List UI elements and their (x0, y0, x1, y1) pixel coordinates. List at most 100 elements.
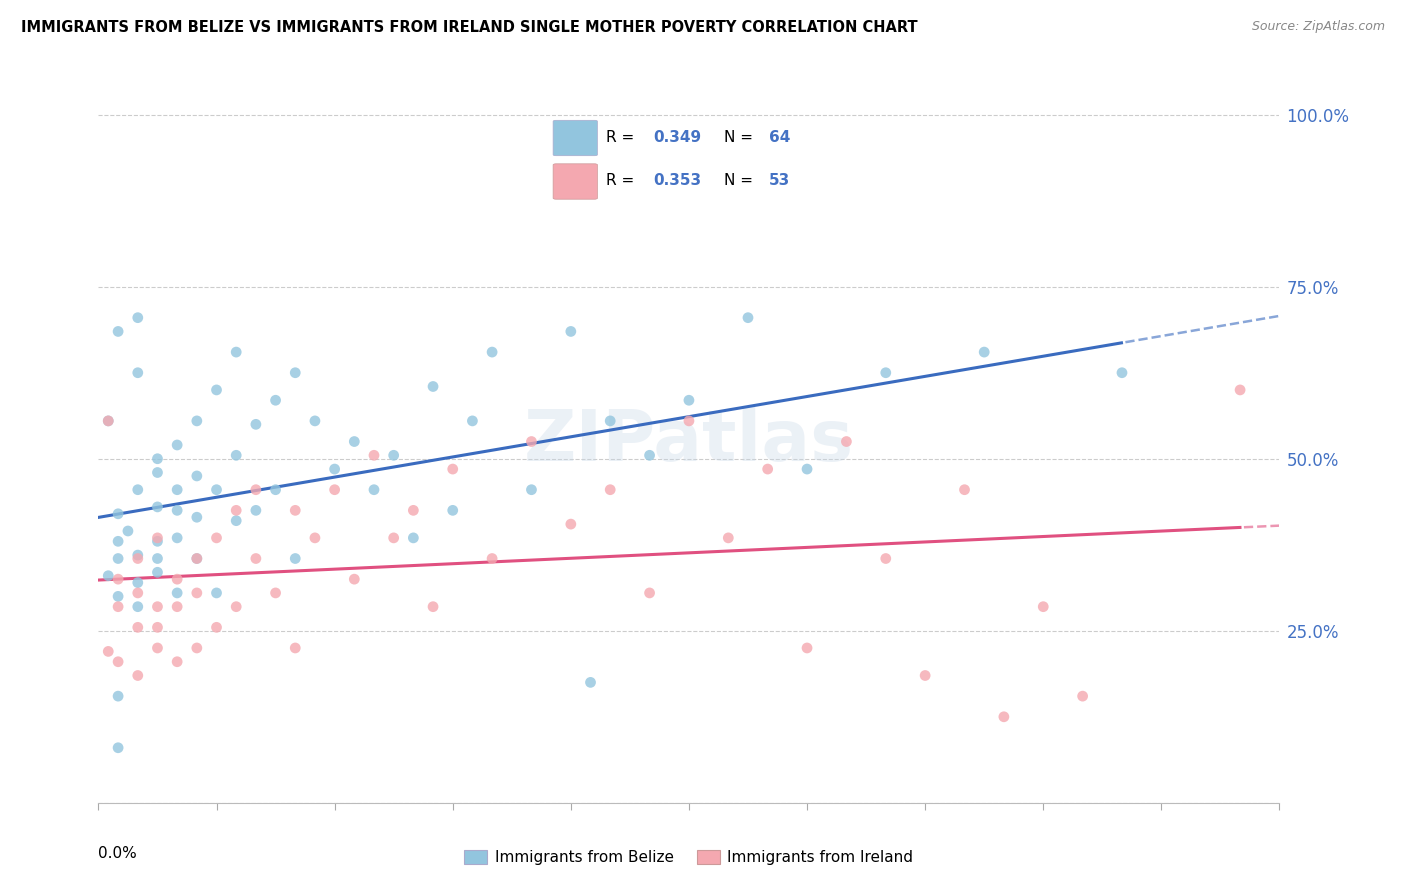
Point (127, 599, 149, 614)
Point (186, 586, 208, 600)
Point (481, 551, 503, 566)
Point (146, 451, 169, 466)
Point (117, 524, 139, 538)
Point (422, 379, 444, 393)
Point (756, 462, 779, 476)
Point (560, 325, 582, 339)
Point (127, 483, 149, 497)
Point (579, 675, 602, 690)
Point (875, 551, 897, 566)
Point (205, 531, 228, 545)
Point (914, 668, 936, 682)
Point (402, 503, 425, 517)
Point (441, 503, 464, 517)
Point (441, 462, 464, 476)
Point (422, 599, 444, 614)
Point (678, 393, 700, 408)
Point (481, 345, 503, 359)
Point (264, 483, 287, 497)
Point (107, 689, 129, 703)
Point (107, 551, 129, 566)
Point (127, 586, 149, 600)
Point (225, 448, 247, 462)
Point (127, 575, 149, 590)
Point (107, 599, 129, 614)
Point (343, 572, 366, 586)
Point (973, 345, 995, 359)
Point (225, 514, 247, 528)
Point (97, 414, 120, 428)
Point (166, 572, 188, 586)
Point (97, 568, 120, 582)
Point (343, 434, 366, 449)
Point (166, 438, 188, 452)
Point (1071, 689, 1094, 703)
Point (205, 383, 228, 397)
Point (186, 640, 208, 655)
Point (304, 531, 326, 545)
Point (146, 599, 169, 614)
Point (186, 469, 208, 483)
Text: IMMIGRANTS FROM BELIZE VS IMMIGRANTS FROM IRELAND SINGLE MOTHER POVERTY CORRELAT: IMMIGRANTS FROM BELIZE VS IMMIGRANTS FRO… (21, 20, 918, 35)
Point (875, 366, 897, 380)
Point (1229, 383, 1251, 397)
Point (245, 551, 267, 566)
Point (245, 483, 267, 497)
Point (107, 590, 129, 604)
Point (146, 534, 169, 549)
Point (127, 366, 149, 380)
Point (146, 566, 169, 580)
Point (599, 414, 621, 428)
Point (107, 655, 129, 669)
Point (166, 483, 188, 497)
Point (363, 483, 385, 497)
Text: 0.0%: 0.0% (98, 847, 138, 861)
Point (225, 345, 247, 359)
Point (638, 586, 661, 600)
Point (402, 531, 425, 545)
Point (953, 483, 976, 497)
Point (205, 483, 228, 497)
Point (560, 517, 582, 532)
Point (97, 414, 120, 428)
Point (284, 640, 307, 655)
Point (205, 586, 228, 600)
Point (678, 414, 700, 428)
Point (599, 483, 621, 497)
Point (186, 414, 208, 428)
Point (304, 414, 326, 428)
Point (225, 599, 247, 614)
Point (264, 586, 287, 600)
Point (382, 531, 405, 545)
Point (993, 710, 1015, 724)
Point (146, 551, 169, 566)
Point (1111, 366, 1133, 380)
Point (146, 640, 169, 655)
Point (127, 548, 149, 562)
Point (1032, 599, 1054, 614)
Point (166, 655, 188, 669)
Point (638, 448, 661, 462)
Point (166, 586, 188, 600)
Point (284, 366, 307, 380)
Point (323, 462, 346, 476)
Point (796, 640, 818, 655)
Point (264, 393, 287, 408)
Point (186, 551, 208, 566)
Point (245, 417, 267, 432)
Point (363, 448, 385, 462)
Point (127, 551, 149, 566)
Point (166, 503, 188, 517)
Point (97, 644, 120, 658)
Text: ZIPatlas: ZIPatlas (524, 407, 853, 476)
Text: Source: ZipAtlas.com: Source: ZipAtlas.com (1251, 20, 1385, 33)
Point (186, 551, 208, 566)
Point (186, 510, 208, 524)
Point (717, 531, 740, 545)
Point (146, 466, 169, 480)
Point (225, 503, 247, 517)
Point (127, 620, 149, 634)
Point (107, 325, 129, 339)
Point (737, 310, 759, 325)
Point (127, 310, 149, 325)
